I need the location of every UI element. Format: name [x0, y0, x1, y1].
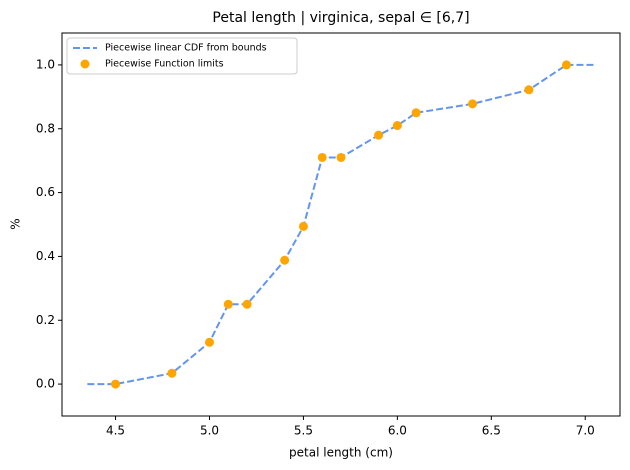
limit-point [242, 299, 252, 309]
y-tick-label: 0.4 [36, 249, 55, 263]
limit-point [111, 379, 121, 389]
legend-label: Piecewise Function limits [105, 59, 224, 70]
y-axis-label: % [9, 218, 23, 229]
x-tick-label: 4.5 [106, 424, 125, 438]
limit-point [167, 368, 177, 378]
chart-title: Petal length | virginica, sepal ∈ [6,7] [212, 10, 469, 26]
x-tick-label: 7.0 [576, 424, 595, 438]
legend-box [66, 37, 298, 75]
x-axis-label: petal length (cm) [289, 446, 393, 460]
limit-point [336, 152, 346, 162]
y-tick-label: 0.0 [36, 377, 55, 391]
y-tick-label: 1.0 [36, 57, 55, 71]
cdf-line [87, 63, 595, 386]
limit-point [204, 337, 214, 347]
limit-point [411, 108, 421, 118]
y-tick-label: 0.2 [36, 313, 55, 327]
y-tick-label: 0.6 [36, 185, 55, 199]
limit-point [524, 85, 534, 95]
legend-label: Piecewise linear CDF from bounds [105, 43, 267, 54]
y-tick-label: 0.8 [36, 121, 55, 135]
x-tick-label: 5.5 [294, 424, 313, 438]
x-tick-label: 5.0 [200, 424, 219, 438]
limit-point [374, 130, 384, 140]
limit-point [468, 99, 478, 109]
x-tick-label: 6.5 [482, 424, 501, 438]
x-tick-label: 6.0 [388, 424, 407, 438]
limit-point [280, 255, 290, 265]
limit-point [317, 152, 327, 162]
limit-point [392, 121, 402, 131]
legend-swatch [80, 59, 90, 69]
limit-point [298, 221, 308, 231]
plot-frame [61, 32, 621, 417]
limit-point [223, 299, 233, 309]
limit-point [561, 60, 571, 70]
